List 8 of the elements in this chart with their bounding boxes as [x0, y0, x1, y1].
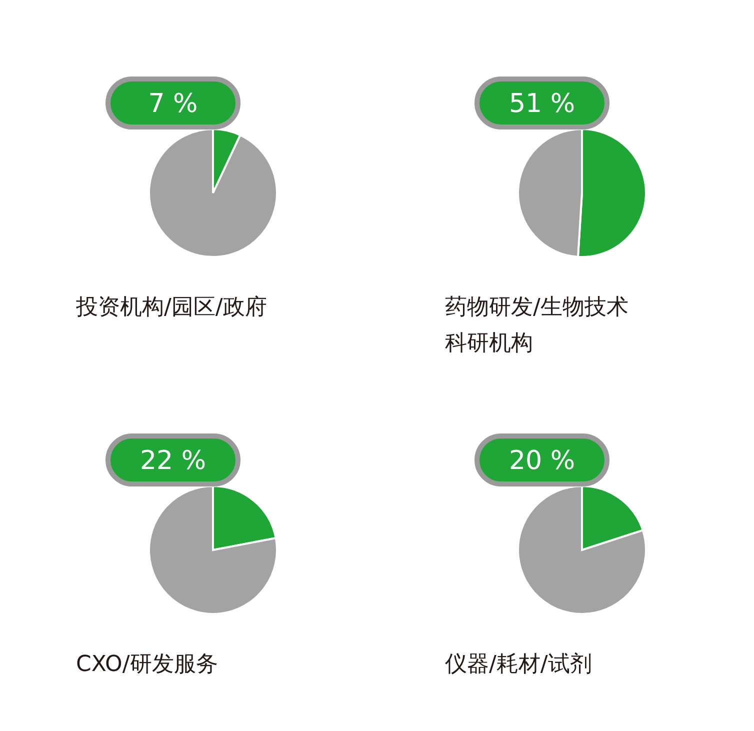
text: CXO/研发服务 — [76, 651, 219, 679]
data-label: 22 % — [140, 446, 206, 476]
text: 仪器/耗材/试剂 — [445, 651, 593, 679]
data-label: 7 % — [148, 89, 198, 119]
data-label: 51 % — [508, 89, 576, 119]
data-label: 20 % — [508, 446, 576, 476]
text: 药物研发/生物技术科研机构 — [445, 294, 630, 358]
text: 投资机构/园区/政府 — [76, 294, 268, 322]
